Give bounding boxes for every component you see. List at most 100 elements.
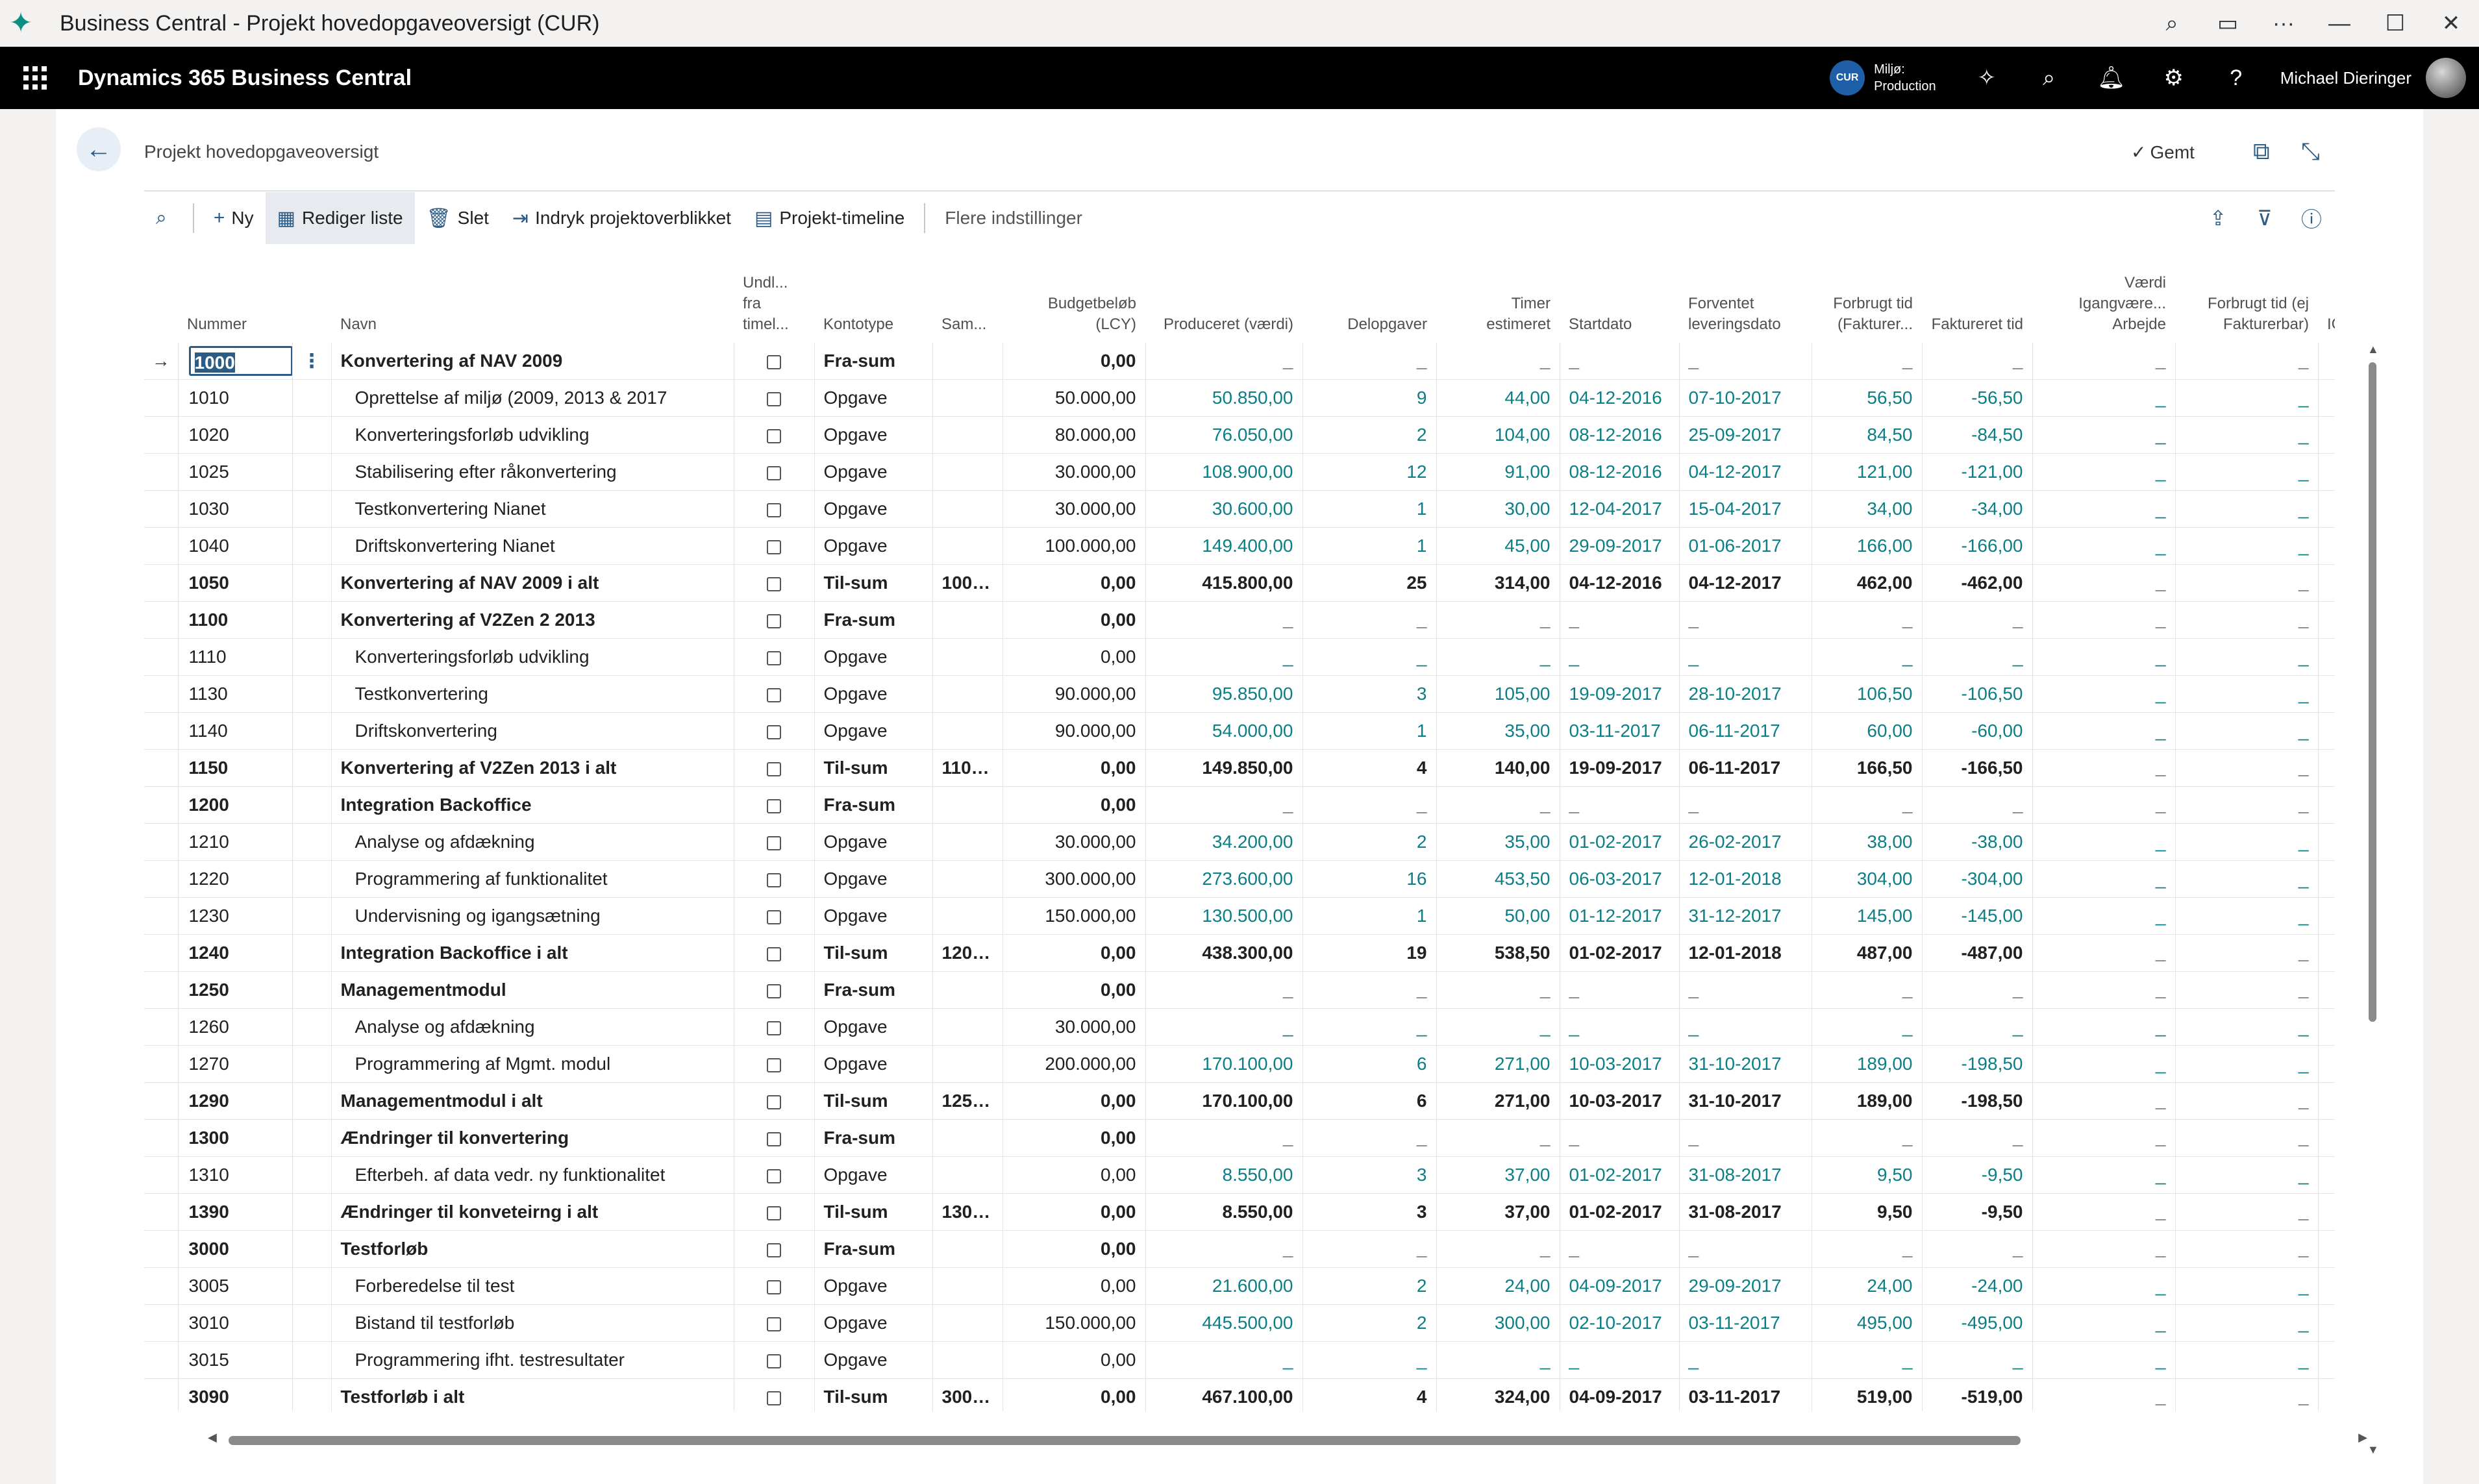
cell-timer[interactable]: 35,00 — [1436, 712, 1560, 750]
cell-delopgaver[interactable]: 2 — [1302, 823, 1437, 861]
cell-forbrugt[interactable]: 38,00 — [1812, 823, 1923, 861]
cell-kontotype[interactable]: Opgave — [814, 823, 933, 861]
cell-navn[interactable]: Konvertering af NAV 2009 — [331, 343, 734, 380]
cell-delopgaver[interactable]: _ — [1302, 1230, 1437, 1268]
cell-timer[interactable]: 324,00 — [1436, 1378, 1560, 1411]
cell-nummer[interactable]: 1290 — [178, 1082, 293, 1120]
back-button[interactable]: ← — [77, 127, 121, 171]
cell-produceret[interactable]: _ — [1145, 638, 1303, 676]
checkbox[interactable] — [767, 613, 781, 628]
cell-igv[interactable] — [2318, 675, 2335, 713]
close-button[interactable]: ✕ — [2441, 11, 2461, 36]
cell-forventet[interactable]: 06-11-2017 — [1679, 712, 1812, 750]
row-menu-button[interactable] — [292, 1045, 332, 1083]
cell-timer[interactable]: 300,00 — [1436, 1304, 1560, 1342]
table-row[interactable]: 1010 Oprettelse af miljø (2009, 2013 & 20… — [144, 379, 2335, 417]
help-icon[interactable]: ? — [2230, 65, 2243, 90]
cell-delopgaver[interactable]: 19 — [1302, 934, 1437, 972]
cell-forbrugt-ej[interactable]: _ — [2175, 343, 2319, 380]
cell-budget[interactable]: 90.000,00 — [1003, 675, 1146, 713]
cell-timer[interactable]: 50,00 — [1436, 897, 1560, 935]
row-menu-button[interactable] — [292, 527, 332, 565]
cell-forbrugt[interactable]: 462,00 — [1812, 564, 1923, 602]
col-nummer[interactable]: Nummer — [187, 315, 247, 333]
cell-startdato[interactable]: 01-02-2017 — [1560, 934, 1680, 972]
share-icon[interactable]: ⇪ — [2209, 206, 2227, 230]
cell-produceret[interactable]: 415.800,00 — [1145, 564, 1303, 602]
cell-timer[interactable]: _ — [1436, 786, 1560, 824]
cell-vaerdi[interactable]: _ — [2032, 749, 2176, 787]
cell-vaerdi[interactable]: _ — [2032, 527, 2176, 565]
cell-forbrugt-ej[interactable]: _ — [2175, 527, 2319, 565]
cell-forventet[interactable]: 26-02-2017 — [1679, 823, 1812, 861]
cell-sam[interactable] — [932, 490, 1003, 528]
cell-forventet[interactable]: 31-10-2017 — [1679, 1082, 1812, 1120]
cell-vaerdi[interactable]: _ — [2032, 1267, 2176, 1305]
timeline-button[interactable]: ▤ Projekt-timeline — [743, 192, 916, 244]
checkbox[interactable] — [767, 539, 781, 554]
cell-kontotype[interactable]: Opgave — [814, 1267, 933, 1305]
cell-navn[interactable]: Konvertering af NAV 2009 i alt — [331, 564, 734, 602]
cell-budget[interactable]: 50.000,00 — [1003, 379, 1146, 417]
cell-kontotype[interactable]: Opgave — [814, 527, 933, 565]
more-options-button[interactable]: Flere indstillinger — [933, 192, 1094, 244]
cell-delopgaver[interactable]: 1 — [1302, 897, 1437, 935]
cell-nummer[interactable]: 1040 — [178, 527, 293, 565]
cell-forbrugt-ej[interactable]: _ — [2175, 712, 2319, 750]
row-menu-button[interactable] — [292, 1378, 332, 1411]
cell-produceret[interactable]: 95.850,00 — [1145, 675, 1303, 713]
cell-nummer[interactable]: 1020 — [178, 416, 293, 454]
cell-igv[interactable] — [2318, 638, 2335, 676]
cell-forbrugt[interactable]: 84,50 — [1812, 416, 1923, 454]
cell-undl[interactable] — [734, 490, 815, 528]
cell-delopgaver[interactable]: 9 — [1302, 379, 1437, 417]
row-menu-button[interactable] — [292, 712, 332, 750]
cell-navn[interactable]: Integration Backoffice i alt — [331, 934, 734, 972]
cell-produceret[interactable]: 8.550,00 — [1145, 1156, 1303, 1194]
cell-timer[interactable]: 140,00 — [1436, 749, 1560, 787]
table-row[interactable]: 1110 Konverteringsforløb udvikling Opgave 0… — [144, 638, 2335, 676]
cell-forbrugt[interactable]: _ — [1812, 1008, 1923, 1046]
cell-kontotype[interactable]: Fra-sum — [814, 1230, 933, 1268]
cell-forventet[interactable]: 07-10-2017 — [1679, 379, 1812, 417]
cell-budget[interactable]: 0,00 — [1003, 601, 1146, 639]
cell-produceret[interactable]: _ — [1145, 786, 1303, 824]
table-row[interactable]: 1300 Ændringer til konvertering Fra-sum 0,0… — [144, 1119, 2335, 1157]
cell-kontotype[interactable]: Til-sum — [814, 564, 933, 602]
cell-kontotype[interactable]: Opgave — [814, 1304, 933, 1342]
cell-forbrugt[interactable]: 9,50 — [1812, 1193, 1923, 1231]
table-row[interactable]: 1210 Analyse og afdækning Opgave 30.000,00 3… — [144, 823, 2335, 861]
cell-budget[interactable]: 0,00 — [1003, 1341, 1146, 1379]
cell-sam[interactable]: 1200... — [932, 934, 1003, 972]
cell-igv[interactable] — [2318, 343, 2335, 380]
cell-forventet[interactable]: _ — [1679, 638, 1812, 676]
horizontal-scroll-thumb[interactable] — [229, 1436, 2021, 1445]
cell-budget[interactable]: 0,00 — [1003, 749, 1146, 787]
cell-igv[interactable] — [2318, 934, 2335, 972]
cell-sam[interactable] — [932, 1119, 1003, 1157]
cell-nummer[interactable]: 1150 — [178, 749, 293, 787]
cell-navn[interactable]: Oprettelse af miljø (2009, 2013 & 2017 — [331, 379, 734, 417]
cell-kontotype[interactable]: Opgave — [814, 416, 933, 454]
checkbox[interactable] — [767, 1391, 781, 1405]
cell-kontotype[interactable]: Fra-sum — [814, 1119, 933, 1157]
cell-budget[interactable]: 0,00 — [1003, 1267, 1146, 1305]
cell-igv[interactable] — [2318, 860, 2335, 898]
cell-timer[interactable]: 271,00 — [1436, 1045, 1560, 1083]
cell-timer[interactable]: 37,00 — [1436, 1193, 1560, 1231]
cell-forbrugt-ej[interactable]: _ — [2175, 601, 2319, 639]
cell-forventet[interactable]: 06-11-2017 — [1679, 749, 1812, 787]
cell-sam[interactable] — [932, 379, 1003, 417]
environment-indicator[interactable]: CUR Miljø: Production — [1830, 60, 1936, 95]
cell-igv[interactable] — [2318, 1008, 2335, 1046]
cell-vaerdi[interactable]: _ — [2032, 416, 2176, 454]
row-menu-button[interactable] — [292, 1193, 332, 1231]
checkbox[interactable] — [767, 1169, 781, 1183]
cell-sam[interactable] — [932, 601, 1003, 639]
cell-vaerdi[interactable]: _ — [2032, 1045, 2176, 1083]
cell-forventet[interactable]: 29-09-2017 — [1679, 1267, 1812, 1305]
cell-forbrugt-ej[interactable]: _ — [2175, 749, 2319, 787]
cell-nummer[interactable]: 3090 — [178, 1378, 293, 1411]
cell-forbrugt-ej[interactable]: _ — [2175, 1082, 2319, 1120]
row-menu-button[interactable] — [292, 786, 332, 824]
